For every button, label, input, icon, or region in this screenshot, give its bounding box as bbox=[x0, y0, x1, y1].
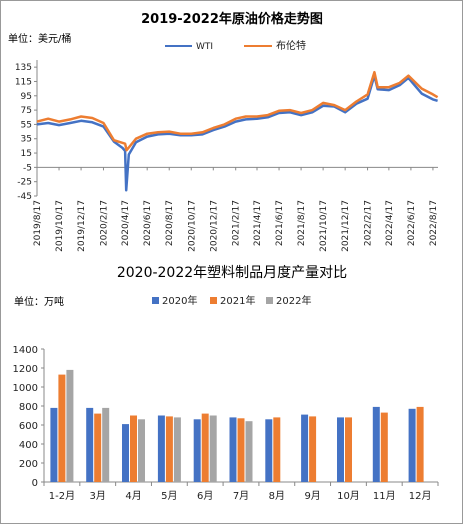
legend-label-brent: 布伦特 bbox=[276, 39, 306, 52]
x-tick-label: 9月 bbox=[304, 490, 320, 502]
x-tick-label: 11月 bbox=[373, 490, 396, 502]
bar-2021 bbox=[416, 406, 424, 482]
x-tick-label: 2022/6/17 bbox=[407, 200, 417, 246]
y-tick-label: 1000 bbox=[13, 383, 38, 394]
bar-2020 bbox=[372, 406, 380, 482]
bar-2022 bbox=[173, 417, 181, 482]
y-tick-label: 1400 bbox=[13, 345, 38, 356]
x-tick-label: 2020/12/17 bbox=[209, 200, 219, 252]
bar-2021 bbox=[380, 412, 388, 482]
y-tick-label: 135 bbox=[15, 63, 32, 73]
legend-swatch-2021 bbox=[210, 297, 217, 304]
y-tick-label: 115 bbox=[15, 77, 32, 87]
x-tick-label: 8月 bbox=[269, 490, 285, 502]
x-tick-label: 2019/8/17 bbox=[33, 200, 43, 246]
x-tick-label: 2022/8/17 bbox=[429, 200, 439, 246]
x-tick-label: 2021/12/17 bbox=[341, 200, 351, 252]
bar-2020 bbox=[408, 408, 416, 482]
series-line-brent bbox=[36, 70, 439, 152]
bar-2022 bbox=[102, 407, 110, 482]
x-tick-label: 12月 bbox=[409, 490, 432, 502]
chart-title: 2019-2022年原油价格走势图 bbox=[141, 11, 323, 27]
unit-label: 单位：万吨 bbox=[14, 295, 64, 308]
legend-label-2020: 2020年 bbox=[162, 294, 197, 307]
bar-2021 bbox=[345, 417, 352, 482]
x-tick-label: 2020/4/17 bbox=[121, 200, 131, 246]
x-tick-label: 2021/8/17 bbox=[297, 200, 307, 246]
x-tick-label: 2021/2/17 bbox=[232, 200, 242, 246]
chart-title: 2020-2022年塑料制品月度产量对比 bbox=[117, 265, 347, 281]
x-tick-label: 3月 bbox=[90, 490, 106, 502]
y-tick-label: 75 bbox=[21, 106, 32, 116]
x-tick-label: 2021/6/17 bbox=[275, 200, 285, 246]
bar-2022 bbox=[209, 415, 217, 482]
y-tick-label: 35 bbox=[21, 135, 32, 145]
series-line-wti bbox=[36, 74, 438, 192]
legend-label-2021: 2021年 bbox=[220, 294, 255, 307]
legend-swatch-2020 bbox=[152, 297, 159, 304]
x-tick-label: 6月 bbox=[197, 490, 213, 502]
x-tick-label: 2019/10/17 bbox=[55, 200, 65, 252]
bar-2022 bbox=[245, 421, 253, 482]
plot-area bbox=[36, 70, 439, 192]
y-tick-label: 0 bbox=[32, 478, 38, 489]
x-tick-label: 4月 bbox=[125, 490, 141, 502]
bar-2022 bbox=[138, 419, 145, 482]
bar-2020 bbox=[157, 415, 165, 482]
axes: 1400 1200 1000 800 600 400 200 0 1-2月 3月 4月 5月 6月 7月 8… bbox=[13, 345, 439, 502]
unit-label: 单位：美元/桶 bbox=[8, 32, 71, 45]
y-tick-label: 55 bbox=[21, 120, 32, 130]
bar-2021 bbox=[165, 416, 173, 482]
bar-2020 bbox=[193, 419, 201, 482]
bar-2020 bbox=[265, 419, 273, 482]
legend: WTI 布伦特 bbox=[165, 39, 306, 52]
bar-2021 bbox=[237, 418, 245, 482]
y-tick-label: -45 bbox=[17, 192, 32, 202]
legend-swatch-2022 bbox=[266, 297, 273, 304]
y-tick-label: -25 bbox=[17, 178, 32, 188]
plastics-output-chart: 2020-2022年塑料制品月度产量对比 单位：万吨 2020年 2021年 2… bbox=[13, 265, 439, 502]
x-tick-label: 2021/10/17 bbox=[319, 200, 329, 252]
y-tick-label: 800 bbox=[19, 402, 38, 413]
legend: 2020年 2021年 2022年 bbox=[152, 294, 311, 307]
y-tick-label: 15 bbox=[21, 149, 32, 159]
y-tick-label: 1200 bbox=[13, 364, 38, 375]
legend-label-2022: 2022年 bbox=[276, 294, 311, 307]
y-tick-label: 600 bbox=[19, 421, 38, 432]
bar-2021 bbox=[58, 374, 66, 482]
x-tick-label: 2022/2/17 bbox=[364, 200, 374, 246]
bar-2020 bbox=[122, 424, 129, 482]
y-tick-label: 95 bbox=[21, 92, 32, 102]
bar-2021 bbox=[94, 413, 102, 482]
x-tick-label: 2022/4/17 bbox=[385, 200, 395, 246]
x-tick-label: 2021/4/17 bbox=[253, 200, 263, 246]
bar-2020 bbox=[301, 414, 309, 482]
bar-2021 bbox=[201, 413, 209, 482]
bar-2022 bbox=[66, 369, 74, 482]
bar-2021 bbox=[273, 417, 281, 482]
bar-2020 bbox=[86, 407, 94, 482]
oil-price-chart: 2019-2022年原油价格走势图 单位：美元/桶 WTI 布伦特 135 115… bbox=[8, 11, 439, 252]
x-tick-label: 1-2月 bbox=[49, 490, 75, 502]
y-tick-label: 200 bbox=[19, 459, 38, 470]
x-tick-label: 10月 bbox=[337, 490, 360, 502]
x-tick-label: 2020/6/17 bbox=[143, 200, 153, 246]
x-tick-label: 2019/12/17 bbox=[77, 200, 87, 252]
y-tick-label: -5 bbox=[23, 163, 32, 173]
x-tick-label: 5月 bbox=[161, 490, 177, 502]
legend-label-wti: WTI bbox=[196, 42, 213, 52]
x-tick-label: 2020/8/17 bbox=[165, 200, 175, 246]
bar-2020 bbox=[50, 407, 58, 482]
y-tick-label: 400 bbox=[19, 440, 38, 451]
bar-2021 bbox=[309, 416, 317, 482]
x-tick-label: 2020/10/17 bbox=[187, 200, 197, 252]
bar-2021 bbox=[130, 415, 137, 482]
bar-2020 bbox=[229, 417, 237, 482]
bar-2020 bbox=[337, 417, 344, 482]
x-tick-label: 7月 bbox=[233, 490, 249, 502]
x-tick-label: 2020/2/17 bbox=[99, 200, 109, 246]
plot-area bbox=[50, 369, 424, 482]
